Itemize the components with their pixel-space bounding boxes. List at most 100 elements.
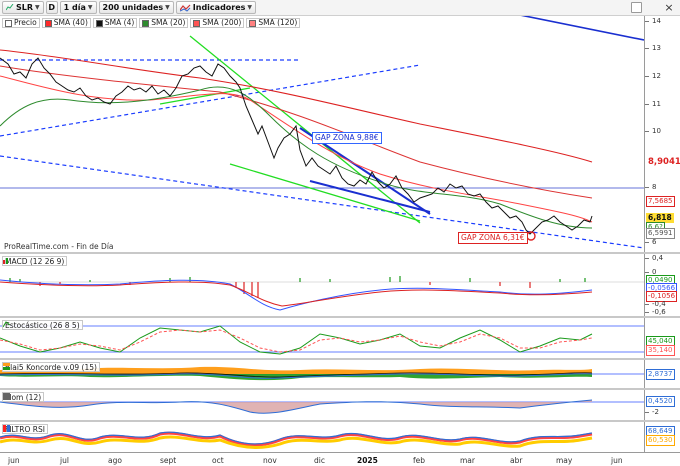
symbol-selector[interactable]: SLR ▼: [2, 1, 44, 14]
legend-item-sma200[interactable]: SMA (200): [190, 18, 245, 28]
indicators-label: Indicadores: [192, 3, 246, 12]
toolbar: SLR ▼ D 1 día ▼ 200 unidades ▼ Indicador…: [0, 0, 680, 16]
data-source-label: ProRealTime.com - Fin de Día: [3, 242, 115, 251]
legend-item-sma4[interactable]: SMA (4): [92, 18, 138, 28]
date-tick: jul: [60, 456, 69, 465]
legend-item-sma20[interactable]: SMA (20): [139, 18, 189, 28]
date-axis[interactable]: jun jul ago sept oct nov dic 2025 feb ma…: [0, 452, 680, 466]
blai5-chart: [0, 366, 644, 381]
rsi-title[interactable]: FILTRO RSI: [2, 424, 48, 434]
chevron-down-icon: ▼: [87, 4, 93, 11]
mom-value-badge: 0,4520: [646, 396, 675, 407]
mom-title[interactable]: Mom (12): [2, 392, 45, 402]
stoch-panel[interactable]: Estocástico (26 8 5) 45,040 35,140: [0, 318, 680, 358]
timeframe-label: 1 día: [63, 3, 86, 12]
sma120-value-badge: 7,5685: [646, 196, 675, 207]
upper-channel-line: [0, 64, 421, 137]
blai5-panel[interactable]: Blai5 Koncorde v.09 (15) 2,8737: [0, 360, 680, 388]
date-tick: sept: [160, 456, 177, 465]
panel-separator[interactable]: [0, 316, 680, 318]
price-panel[interactable]: Precio SMA (40) SMA (4) SMA (20) SMA (20…: [0, 16, 680, 252]
lower-channel-line: [0, 155, 644, 249]
axis-tick: 0: [644, 268, 657, 276]
panel-separator[interactable]: [0, 358, 680, 360]
stoch-axis[interactable]: 45,040 35,140: [644, 318, 680, 358]
green-trend-line: [189, 35, 421, 224]
price-plot[interactable]: Precio SMA (40) SMA (4) SMA (20) SMA (20…: [0, 16, 644, 252]
macd-axis[interactable]: 0,4 0 0,0490 -0,0566 -0,1056 -0,4 -0,6: [644, 254, 680, 316]
date-tick: mar: [460, 456, 475, 465]
last-price-badge: 6,818: [646, 213, 674, 223]
settings-icon[interactable]: [631, 2, 642, 13]
price-line: [0, 57, 593, 235]
rsi-line: [0, 431, 593, 445]
blai5-icon: [3, 363, 10, 370]
blai5-title[interactable]: Blai5 Koncorde v.09 (15): [2, 362, 100, 372]
axis-tick: 13: [645, 44, 661, 52]
legend-item-price[interactable]: Precio: [2, 18, 40, 28]
koncorde-orange-area: [0, 366, 592, 374]
axis-tick: 0,4: [644, 254, 664, 262]
date-tick: jun: [611, 456, 623, 465]
mom-plot[interactable]: Mom (12): [0, 390, 644, 420]
units-selector[interactable]: 200 unidades ▼: [98, 1, 174, 14]
macd-line: [0, 279, 593, 311]
timeframe-selector[interactable]: 1 día ▼: [59, 1, 97, 14]
blai5-axis[interactable]: 2,8737: [644, 360, 680, 388]
blai5-plot[interactable]: Blai5 Koncorde v.09 (15): [0, 360, 644, 388]
stoch-icon: [3, 321, 10, 328]
date-tick: ago: [108, 456, 122, 465]
axis-tick: 12: [645, 72, 661, 80]
toolbar-tools: [631, 2, 642, 13]
rsi-panel[interactable]: FILTRO RSI 68,649 60,530: [0, 422, 680, 452]
panel-separator[interactable]: [0, 388, 680, 390]
date-tick: feb: [413, 456, 426, 465]
blai5-value-badge: 2,8737: [646, 369, 675, 380]
mom-chart: [0, 399, 644, 414]
axis-tick: 8: [644, 183, 657, 191]
rsi-chart: [0, 431, 593, 449]
panel-separator[interactable]: [0, 252, 680, 254]
panel-separator[interactable]: [0, 420, 680, 422]
date-tick-year: 2025: [357, 456, 378, 465]
axis-tick: 14: [645, 17, 661, 25]
macd-title[interactable]: MACD (12 26 9): [2, 256, 68, 266]
indicator-icon: [179, 4, 191, 12]
macd-signal-line: [0, 281, 593, 307]
stoch-d-line: [0, 329, 593, 353]
sma200-line: [0, 49, 593, 163]
chevron-down-icon: ▼: [165, 4, 170, 11]
macd-histogram: [9, 276, 586, 298]
sma200-value-badge: 8,9041: [648, 157, 680, 167]
mom-icon: [3, 393, 10, 400]
price-axis[interactable]: 14 13 12 11 10 8 6 8,9041 7,5685 6,818 6…: [644, 16, 680, 252]
date-tick: oct: [212, 456, 224, 465]
rsi-plot[interactable]: FILTRO RSI: [0, 422, 644, 452]
mom-panel[interactable]: Mom (12) 0,4520 -2: [0, 390, 680, 420]
stoch-title[interactable]: Estocástico (26 8 5): [2, 320, 83, 330]
rsi-axis[interactable]: 68,649 60,530: [644, 422, 680, 452]
rsi-value-badge: 60,530: [646, 435, 675, 446]
rsi-yellow-band: [0, 435, 593, 449]
symbol-label: SLR: [16, 3, 34, 12]
chevron-down-icon: ▼: [247, 4, 253, 11]
mom-axis[interactable]: 0,4520 -2: [644, 390, 680, 420]
stoch-k-line: [0, 325, 593, 355]
date-tick: may: [556, 456, 573, 465]
legend-item-sma40[interactable]: SMA (40): [41, 18, 91, 28]
axis-tick: -0,4: [645, 300, 666, 308]
legend-item-sma120[interactable]: SMA (120): [246, 18, 301, 28]
date-tick: dic: [314, 456, 325, 465]
sma40-value-badge: 6,5991: [646, 228, 675, 239]
blue-wedge-lower: [309, 180, 431, 213]
macd-panel[interactable]: MACD (12 26 9) 0,4 0 0,0490 -0,0566 -0,1…: [0, 254, 680, 316]
long-trend-line: [520, 16, 644, 41]
rsi-red-band: [0, 431, 593, 447]
price-type-button[interactable]: D: [45, 1, 58, 14]
macd-plot[interactable]: MACD (12 26 9): [0, 254, 644, 316]
close-icon[interactable]: ×: [664, 1, 674, 14]
indicators-button[interactable]: Indicadores ▼: [175, 1, 257, 14]
axis-tick: 6: [644, 238, 657, 246]
price-type-label: D: [48, 3, 55, 12]
stoch-plot[interactable]: Estocástico (26 8 5): [0, 318, 644, 358]
